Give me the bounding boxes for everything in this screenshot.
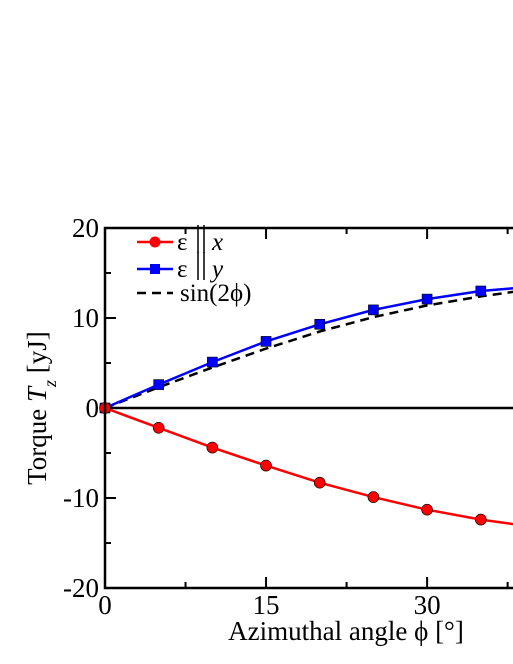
legend-marker-0	[149, 236, 161, 248]
x-tick-label: 30	[414, 590, 441, 620]
data-point-1	[207, 356, 218, 368]
series-layer	[99, 285, 513, 526]
y-tick-label: -20	[63, 573, 99, 603]
series-line-2	[104, 290, 513, 410]
data-point-0	[152, 421, 165, 434]
data-point-1	[260, 336, 272, 347]
x-tick-label: 15	[253, 590, 280, 620]
tick-labels: 0 15 30 -20 -10 0 10 20	[63, 213, 441, 620]
y-tick-label: 0	[86, 393, 100, 423]
legend-label-2: sin(2ϕ)	[180, 280, 251, 307]
series-line-1	[104, 287, 513, 410]
x-tick-label: 0	[98, 590, 112, 620]
plot-frame	[103, 226, 513, 590]
legend-var-0: x	[211, 229, 223, 256]
data-point-0	[260, 459, 272, 472]
data-point-1	[368, 304, 379, 316]
legend-prefix-0: ε	[177, 229, 188, 256]
data-point-1	[314, 318, 326, 330]
legend-prefix-1: ε	[177, 256, 188, 283]
data-point-1	[421, 293, 433, 305]
legend-var-1: y	[209, 256, 224, 283]
data-point-1	[153, 379, 164, 390]
y-tick-label: -10	[63, 483, 99, 513]
x-axis-label: Azimuthal angle ϕ [°]	[228, 616, 464, 646]
data-point-0	[421, 503, 433, 516]
data-point-0	[367, 491, 380, 503]
series-line-0	[104, 406, 513, 526]
y-axis-label: Torque Tz [yJ]	[22, 331, 60, 485]
data-point-0	[474, 513, 487, 526]
data-point-0	[313, 476, 326, 489]
data-point-1	[475, 285, 487, 297]
y-tick-label: 10	[72, 303, 99, 333]
legend-marker-1	[150, 264, 160, 274]
y-tick-label: 20	[72, 213, 99, 243]
data-point-0	[206, 441, 219, 454]
